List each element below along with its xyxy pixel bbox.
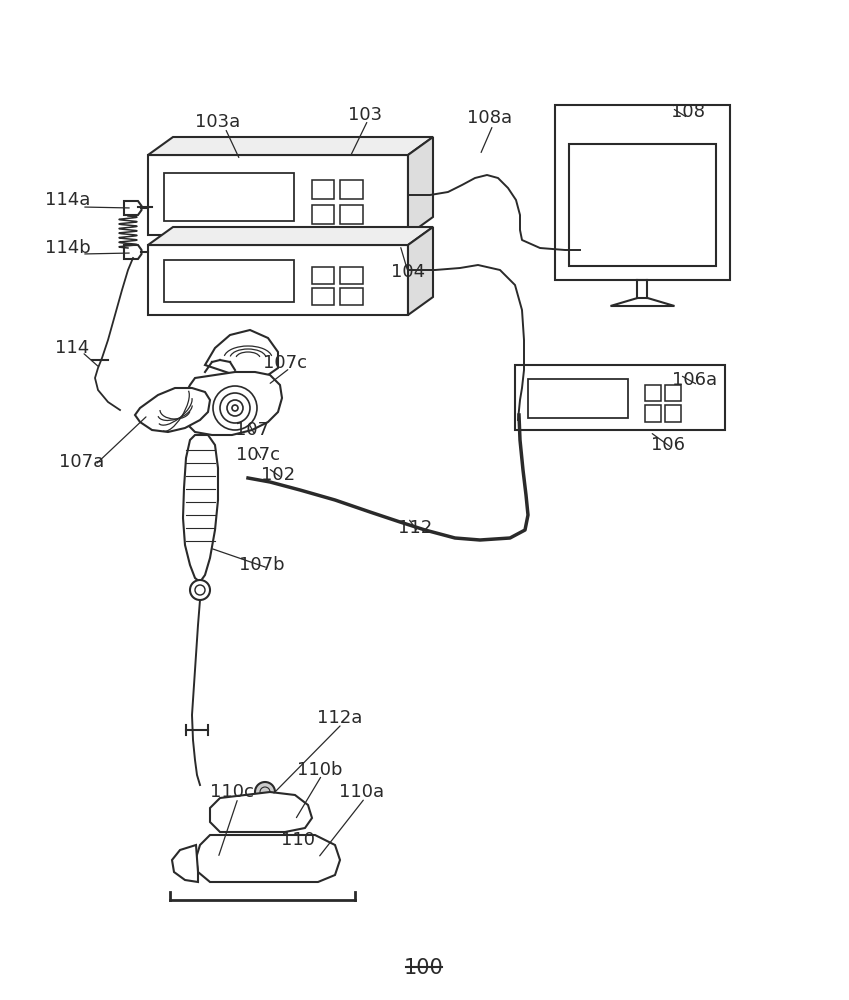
Text: 103a: 103a xyxy=(195,113,240,131)
Polygon shape xyxy=(665,405,681,422)
Text: 103: 103 xyxy=(348,106,382,124)
Text: 110: 110 xyxy=(281,831,315,849)
Text: 106: 106 xyxy=(651,436,685,454)
Polygon shape xyxy=(196,835,340,882)
Polygon shape xyxy=(124,201,142,215)
Polygon shape xyxy=(340,180,363,199)
Polygon shape xyxy=(312,267,334,284)
Polygon shape xyxy=(569,144,716,266)
Text: 114b: 114b xyxy=(45,239,91,257)
Polygon shape xyxy=(408,137,433,235)
Polygon shape xyxy=(408,227,433,315)
Text: 108a: 108a xyxy=(468,109,513,127)
Text: 110a: 110a xyxy=(340,783,385,801)
Text: 107a: 107a xyxy=(59,453,104,471)
Text: 107b: 107b xyxy=(239,556,284,574)
Polygon shape xyxy=(340,267,363,284)
Polygon shape xyxy=(312,180,334,199)
Polygon shape xyxy=(340,205,363,224)
Polygon shape xyxy=(665,385,681,401)
Text: 114: 114 xyxy=(55,339,89,357)
Polygon shape xyxy=(135,388,210,432)
Polygon shape xyxy=(148,227,433,245)
Polygon shape xyxy=(610,298,674,306)
Polygon shape xyxy=(182,372,282,435)
Polygon shape xyxy=(312,288,334,305)
Circle shape xyxy=(190,580,210,600)
Polygon shape xyxy=(164,173,294,221)
Polygon shape xyxy=(515,365,725,430)
Text: 100: 100 xyxy=(404,958,444,978)
Text: 106a: 106a xyxy=(672,371,717,389)
Text: 114a: 114a xyxy=(45,191,91,209)
Polygon shape xyxy=(555,105,730,280)
Polygon shape xyxy=(164,260,294,302)
Circle shape xyxy=(255,782,275,802)
Text: 107c: 107c xyxy=(263,354,307,372)
Text: 108: 108 xyxy=(671,103,705,121)
Text: 110c: 110c xyxy=(210,783,254,801)
Polygon shape xyxy=(148,137,433,155)
Polygon shape xyxy=(312,205,334,224)
Text: 107: 107 xyxy=(235,421,269,439)
Text: 112a: 112a xyxy=(318,709,363,727)
Polygon shape xyxy=(340,288,363,305)
Text: 112: 112 xyxy=(398,519,432,537)
Text: 110b: 110b xyxy=(297,761,343,779)
Text: 102: 102 xyxy=(261,466,295,484)
Polygon shape xyxy=(645,385,661,401)
Polygon shape xyxy=(172,845,198,882)
Text: 107c: 107c xyxy=(236,446,280,464)
Polygon shape xyxy=(183,435,218,582)
Polygon shape xyxy=(645,405,661,422)
Polygon shape xyxy=(205,330,278,378)
Polygon shape xyxy=(148,245,408,315)
Polygon shape xyxy=(124,245,142,259)
Text: 104: 104 xyxy=(391,263,425,281)
Polygon shape xyxy=(210,792,312,832)
Polygon shape xyxy=(148,155,408,235)
Polygon shape xyxy=(527,379,628,418)
